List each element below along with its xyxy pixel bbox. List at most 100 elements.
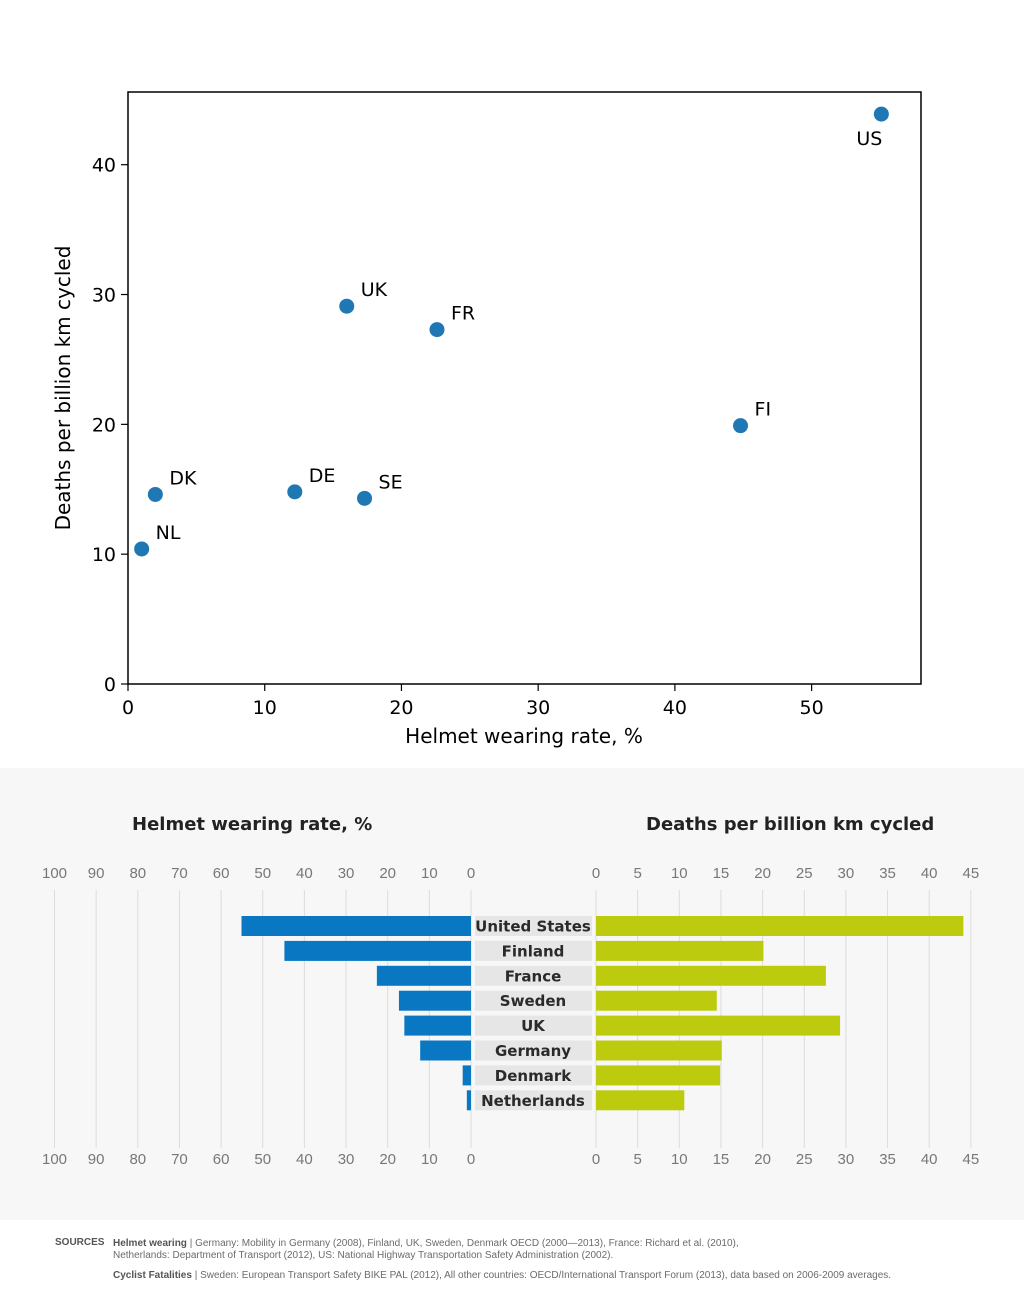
scatter-chart-panel: 0 10 20 30 40 50 0 10 20 30 40 NL DK DE SE UK FR FI US He…: [51, 91, 922, 748]
sources-footer: SOURCES Helmet wearing | Germany: Mobili…: [0, 1220, 1024, 1300]
sources-fatalities-label: Cyclist Fatalities: [113, 1270, 192, 1281]
deaths-bar: [596, 1040, 722, 1061]
left-chart-title: Helmet wearing rate, %: [132, 814, 372, 835]
country-label-box: [475, 916, 592, 936]
point-label: DE: [309, 465, 336, 487]
left-tick-label: 100: [42, 865, 67, 882]
point-label: FI: [755, 399, 772, 421]
right-chart-title: Deaths per billion km cycled: [646, 814, 934, 835]
plot-frame: [127, 91, 922, 685]
scatter-chart: 0 10 20 30 40 50 0 10 20 30 40 NL DK DE SE UK FR FI US He…: [51, 91, 922, 748]
country-label: Finland: [502, 942, 565, 960]
right-tick-label: 30: [838, 1151, 855, 1168]
helmet-rate-bar: [420, 1040, 471, 1061]
country-label-box: [475, 1090, 592, 1111]
country-label: France: [505, 967, 562, 985]
left-tick-label: 50: [254, 1151, 271, 1168]
country-label: Germany: [495, 1042, 571, 1060]
sources-helmet-label: Helmet wearing: [113, 1238, 187, 1249]
left-tick-label: 10: [421, 1151, 438, 1168]
country-label: Netherlands: [481, 1092, 585, 1110]
deaths-bar: [596, 965, 826, 986]
country-label-box: [475, 1040, 592, 1061]
point-label: NL: [156, 522, 181, 544]
right-tick-label: 40: [921, 1151, 938, 1168]
left-tick-label: 20: [379, 865, 396, 882]
y-tick-label: 20: [92, 414, 116, 436]
sources-fatalities-line: Cyclist Fatalities | Sweden: European Tr…: [113, 1270, 891, 1281]
right-tick-label: 45: [963, 1151, 980, 1168]
helmet-rate-bar: [241, 916, 471, 936]
helmet-rate-bar: [462, 1065, 471, 1086]
left-tick-label: 60: [213, 865, 230, 882]
country-label-box: [475, 965, 592, 986]
data-point: [733, 418, 749, 434]
right-tick-label: 15: [713, 865, 730, 882]
sources-helmet-line: Helmet wearing | Germany: Mobility in Ge…: [113, 1238, 739, 1249]
country-label: United States: [475, 918, 591, 936]
x-axis-label: Helmet wearing rate, %: [405, 724, 643, 748]
x-tick-label: 10: [253, 697, 277, 719]
left-tick-label: 90: [88, 1151, 105, 1168]
deaths-bar: [596, 916, 964, 936]
left-tick-label: 10: [421, 865, 438, 882]
point-label: US: [856, 128, 882, 150]
deaths-bar: [596, 1090, 685, 1111]
y-axis-label: Deaths per billion km cycled: [51, 246, 75, 531]
left-tick-label: 90: [88, 865, 105, 882]
helmet-rate-bar: [466, 1090, 471, 1111]
right-tick-label: 0: [592, 865, 600, 882]
deaths-bar: [596, 940, 764, 961]
right-tick-label: 35: [879, 865, 896, 882]
right-tick-label: 20: [754, 1151, 771, 1168]
data-point: [429, 322, 445, 338]
x-tick-label: 40: [663, 697, 687, 719]
y-tick-label: 10: [92, 544, 116, 566]
country-label-box: [475, 940, 592, 961]
country-label: Denmark: [495, 1067, 572, 1085]
right-tick-label: 30: [838, 865, 855, 882]
helmet-rate-bar: [376, 965, 471, 986]
sources-helmet-text-2: Netherlands: Department of Transport (20…: [113, 1250, 614, 1261]
point-label: DK: [169, 467, 197, 489]
left-tick-label: 40: [296, 865, 313, 882]
data-point: [357, 490, 373, 506]
left-tick-label: 30: [338, 865, 355, 882]
left-tick-label: 70: [171, 865, 188, 882]
right-tick-label: 0: [592, 1151, 600, 1168]
back-to-back-bar-chart: 1001009090808070706060505040403030202010…: [42, 814, 980, 1168]
point-label: SE: [379, 471, 403, 493]
sources-tag: SOURCES: [55, 1237, 105, 1248]
sources-helmet-line-2: Netherlands: Department of Transport (20…: [113, 1250, 613, 1261]
right-tick-label: 35: [879, 1151, 896, 1168]
bar-chart-panel: 100 100 90 90 80 80 70 70 60 60 50 50 40 40 30 30 20 20 10…: [0, 768, 1024, 1220]
right-tick-label: 25: [796, 1151, 813, 1168]
left-tick-label: 60: [213, 1151, 230, 1168]
right-tick-label: 15: [713, 1151, 730, 1168]
y-tick-label: 40: [92, 155, 116, 177]
left-tick-label: 70: [171, 1151, 188, 1168]
point-label: UK: [361, 279, 388, 301]
helmet-rate-bar: [398, 990, 471, 1011]
left-tick-label: 40: [296, 1151, 313, 1168]
x-tick-label: 0: [122, 697, 134, 719]
helmet-rate-bar: [284, 940, 471, 961]
sources-fatalities-text: | Sweden: European Transport Safety BIKE…: [191, 1270, 892, 1281]
country-label: UK: [521, 1017, 546, 1035]
data-point: [873, 106, 889, 122]
left-tick-label: 30: [338, 1151, 355, 1168]
left-tick-label: 100: [42, 1151, 67, 1168]
country-label-box: [475, 990, 592, 1011]
right-tick-label: 10: [671, 1151, 688, 1168]
data-point: [134, 541, 150, 557]
point-label: FR: [451, 303, 475, 325]
left-tick-label: 80: [129, 1151, 146, 1168]
country-label: Sweden: [500, 992, 566, 1010]
left-tick-label: 50: [254, 865, 271, 882]
sources-helmet-text-1: | Germany: Mobility in Germany (2008), F…: [186, 1238, 739, 1249]
right-tick-label: 40: [921, 865, 938, 882]
right-tick-label: 45: [963, 865, 980, 882]
deaths-bar: [596, 990, 717, 1011]
deaths-bar: [596, 1065, 721, 1086]
x-tick-label: 30: [526, 697, 550, 719]
